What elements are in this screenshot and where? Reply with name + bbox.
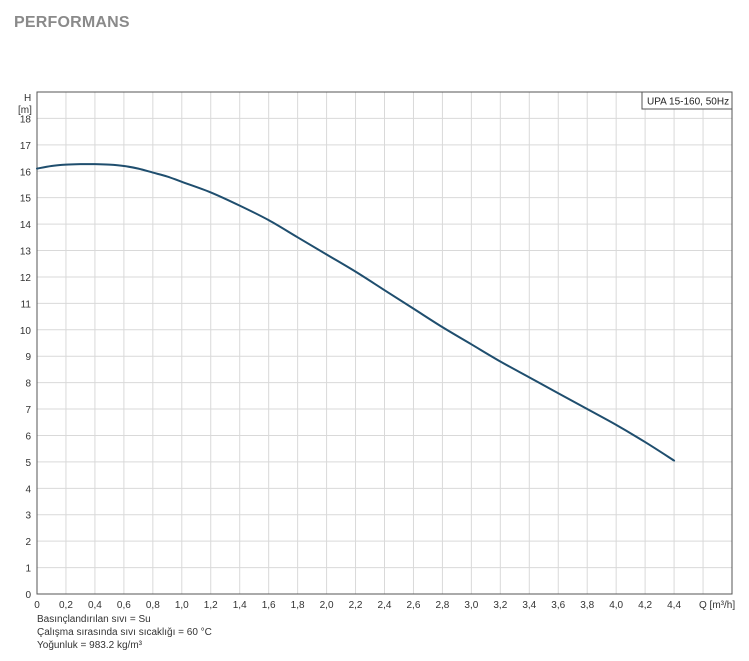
y-tick-label: 17	[20, 141, 32, 152]
y-tick-label: 7	[25, 405, 31, 416]
series-layer	[36, 163, 676, 462]
y-tick-label: 5	[25, 458, 31, 469]
x-tick-label: 3,0	[464, 600, 478, 611]
series-line-upa-15-160	[36, 163, 676, 462]
legend: UPA 15-160, 50Hz	[641, 91, 733, 110]
y-tick-label: 1	[25, 564, 31, 575]
x-tick-label: 1,2	[204, 600, 218, 611]
y-tick-label: 10	[20, 326, 32, 337]
y-tick-label: 3	[25, 511, 31, 522]
y-tick-label: 12	[20, 273, 32, 284]
x-tick-label: 2,6	[407, 600, 421, 611]
x-tick-label: 1,6	[262, 600, 276, 611]
x-tick-label: 2,4	[378, 600, 392, 611]
x-tick-label: 0,2	[59, 600, 73, 611]
y-tick-label: 18	[20, 114, 32, 125]
y-tick-label: 9	[25, 352, 31, 363]
x-tick-label: 4,0	[609, 600, 623, 611]
note-temperature: Çalışma sırasında sıvı sıcaklığı = 60 °C	[37, 627, 212, 638]
x-tick-label: 0	[34, 600, 40, 611]
y-tick-label: 11	[21, 299, 32, 310]
x-tick-label: 3,2	[493, 600, 507, 611]
x-tick-label: 2,8	[435, 600, 449, 611]
x-tick-label: 3,8	[580, 600, 594, 611]
y-tick-label: 4	[25, 484, 31, 495]
x-tick-label: 4,2	[638, 600, 652, 611]
vertical-gridlines	[65, 92, 704, 594]
y-tick-label: 16	[20, 167, 32, 178]
x-tick-label: 1,0	[175, 600, 189, 611]
x-tick-label: 1,8	[291, 600, 305, 611]
x-tick-labels: 0 0,2 0,4 0,6 0,8 1,0 1,2 1,4 1,6 1,8 2,0 2,2 2,4 2,6…	[34, 600, 681, 611]
x-tick-label: 0,6	[117, 600, 131, 611]
y-tick-label: 8	[25, 379, 31, 390]
y-tick-label: 2	[25, 537, 31, 548]
y-tick-label: 14	[20, 220, 32, 231]
x-tick-label: 3,6	[551, 600, 565, 611]
x-tick-label: 0,8	[146, 600, 160, 611]
y-tick-label: 15	[20, 194, 32, 205]
plot-frame	[36, 91, 733, 595]
horizontal-gridlines	[37, 117, 732, 569]
y-axis-label: H	[24, 93, 31, 104]
x-tick-label: 4,4	[667, 600, 681, 611]
x-tick-label: 0,4	[88, 600, 102, 611]
y-tick-label: 6	[25, 431, 31, 442]
x-axis-label: Q [m³/h]	[699, 600, 735, 611]
section-title: PERFORMANS	[14, 14, 130, 31]
note-density: Yoğunluk = 983.2 kg/m³	[37, 640, 142, 651]
note-fluid: Basınçlandırılan sıvı = Su	[37, 614, 151, 625]
legend-box	[641, 91, 733, 110]
x-tick-label: 2,2	[349, 600, 363, 611]
y-axis-unit: [m]	[18, 105, 32, 116]
y-tick-label: 0	[25, 590, 31, 601]
x-tick-label: 2,0	[320, 600, 334, 611]
x-tick-label: 1,4	[233, 600, 247, 611]
x-tick-label: 3,4	[522, 600, 536, 611]
y-tick-label: 13	[20, 247, 32, 258]
legend-label: UPA 15-160, 50Hz	[647, 97, 729, 108]
